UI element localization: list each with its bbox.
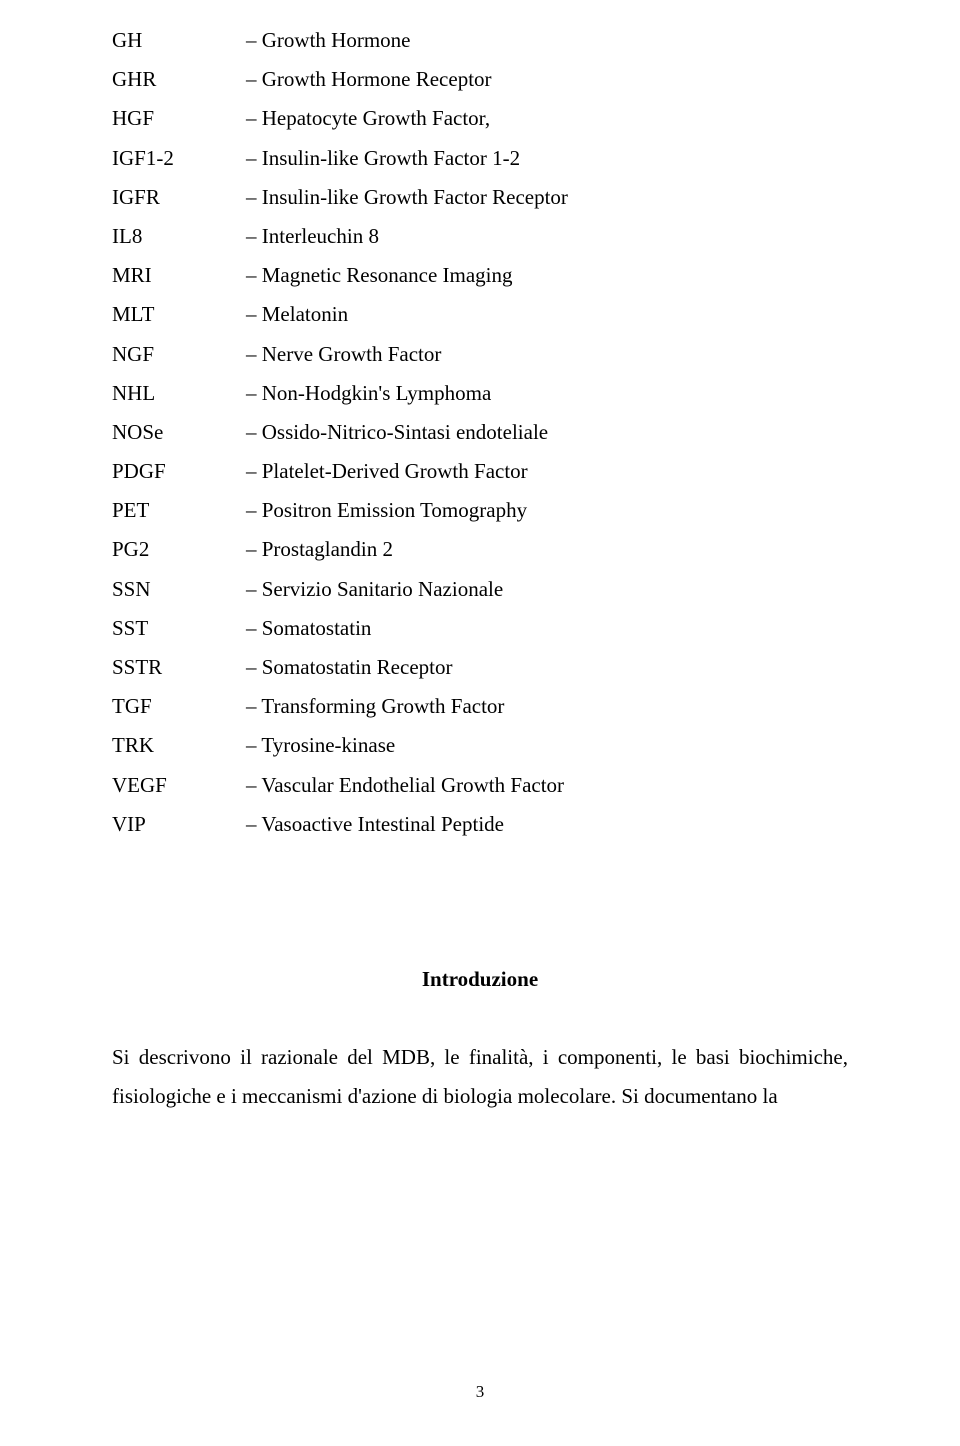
abbr-key: MLT (112, 302, 246, 327)
abbr-row: PET – Positron Emission Tomography (112, 498, 848, 523)
abbr-row: MLT – Melatonin (112, 302, 848, 327)
abbr-def: – Growth Hormone Receptor (246, 67, 848, 92)
abbr-key: NGF (112, 342, 246, 367)
abbr-def: – Insulin-like Growth Factor Receptor (246, 185, 848, 210)
abbr-key: IGFR (112, 185, 246, 210)
abbr-key: SSN (112, 577, 246, 602)
abbr-key: GH (112, 28, 246, 53)
abbr-row: HGF – Hepatocyte Growth Factor, (112, 106, 848, 131)
abbr-row: MRI – Magnetic Resonance Imaging (112, 263, 848, 288)
abbr-row: SST – Somatostatin (112, 616, 848, 641)
abbr-key: MRI (112, 263, 246, 288)
abbr-def: – Somatostatin (246, 616, 848, 641)
abbr-def: – Vascular Endothelial Growth Factor (246, 773, 848, 798)
abbr-row: VEGF – Vascular Endothelial Growth Facto… (112, 773, 848, 798)
abbr-row: NGF – Nerve Growth Factor (112, 342, 848, 367)
section-title: Introduzione (112, 967, 848, 992)
abbr-row: IGF1-2 – Insulin-like Growth Factor 1-2 (112, 146, 848, 171)
abbr-row: TGF – Transforming Growth Factor (112, 694, 848, 719)
abbr-def: – Interleuchin 8 (246, 224, 848, 249)
abbr-row: IL8 – Interleuchin 8 (112, 224, 848, 249)
abbr-row: TRK – Tyrosine-kinase (112, 733, 848, 758)
abbr-row: IGFR – Insulin-like Growth Factor Recept… (112, 185, 848, 210)
abbr-def: – Insulin-like Growth Factor 1-2 (246, 146, 848, 171)
abbr-key: NHL (112, 381, 246, 406)
abbr-row: GHR – Growth Hormone Receptor (112, 67, 848, 92)
abbr-def: – Positron Emission Tomography (246, 498, 848, 523)
abbr-row: NHL – Non-Hodgkin's Lymphoma (112, 381, 848, 406)
abbr-key: GHR (112, 67, 246, 92)
intro-paragraph: Si descrivono il razionale del MDB, le f… (112, 1038, 848, 1116)
abbr-def: – Nerve Growth Factor (246, 342, 848, 367)
abbr-def: – Ossido-Nitrico-Sintasi endoteliale (246, 420, 848, 445)
abbr-key: PDGF (112, 459, 246, 484)
abbr-key: VIP (112, 812, 246, 837)
abbr-def: – Growth Hormone (246, 28, 848, 53)
abbreviation-list: GH – Growth Hormone GHR – Growth Hormone… (112, 28, 848, 837)
abbr-key: SSTR (112, 655, 246, 680)
abbr-def: – Melatonin (246, 302, 848, 327)
abbr-def: – Magnetic Resonance Imaging (246, 263, 848, 288)
abbr-def: – Vasoactive Intestinal Peptide (246, 812, 848, 837)
abbr-row: GH – Growth Hormone (112, 28, 848, 53)
abbr-row: VIP – Vasoactive Intestinal Peptide (112, 812, 848, 837)
abbr-key: VEGF (112, 773, 246, 798)
abbr-def: – Prostaglandin 2 (246, 537, 848, 562)
abbr-key: PG2 (112, 537, 246, 562)
page-number: 3 (0, 1382, 960, 1402)
abbr-key: TRK (112, 733, 246, 758)
abbr-key: HGF (112, 106, 246, 131)
abbr-row: SSTR – Somatostatin Receptor (112, 655, 848, 680)
abbr-key: TGF (112, 694, 246, 719)
abbr-row: PG2 – Prostaglandin 2 (112, 537, 848, 562)
abbr-row: PDGF – Platelet-Derived Growth Factor (112, 459, 848, 484)
document-page: GH – Growth Hormone GHR – Growth Hormone… (0, 0, 960, 1446)
abbr-def: – Transforming Growth Factor (246, 694, 848, 719)
abbr-row: SSN – Servizio Sanitario Nazionale (112, 577, 848, 602)
abbr-def: – Tyrosine-kinase (246, 733, 848, 758)
abbr-def: – Hepatocyte Growth Factor, (246, 106, 848, 131)
abbr-key: SST (112, 616, 246, 641)
abbr-def: – Somatostatin Receptor (246, 655, 848, 680)
abbr-key: IGF1-2 (112, 146, 246, 171)
abbr-def: – Servizio Sanitario Nazionale (246, 577, 848, 602)
abbr-key: IL8 (112, 224, 246, 249)
abbr-def: – Platelet-Derived Growth Factor (246, 459, 848, 484)
abbr-def: – Non-Hodgkin's Lymphoma (246, 381, 848, 406)
abbr-key: NOSe (112, 420, 246, 445)
abbr-key: PET (112, 498, 246, 523)
abbr-row: NOSe – Ossido-Nitrico-Sintasi endotelial… (112, 420, 848, 445)
